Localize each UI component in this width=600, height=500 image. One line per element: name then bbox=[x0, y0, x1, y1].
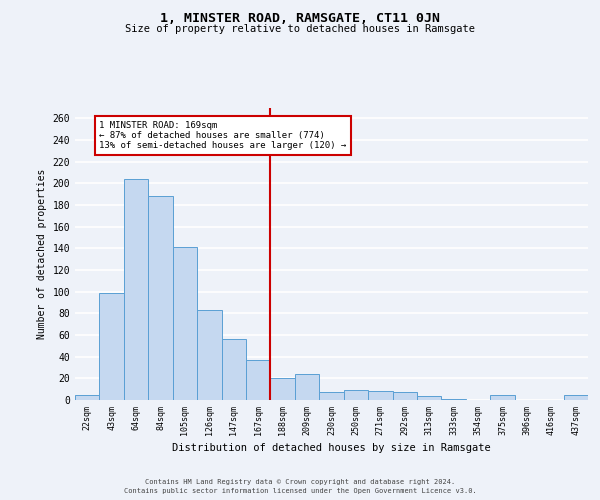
Bar bbox=[319, 392, 344, 400]
Bar bbox=[442, 399, 466, 400]
Bar bbox=[490, 394, 515, 400]
Bar bbox=[392, 392, 417, 400]
Text: 1, MINSTER ROAD, RAMSGATE, CT11 0JN: 1, MINSTER ROAD, RAMSGATE, CT11 0JN bbox=[160, 12, 440, 26]
Bar bbox=[100, 292, 124, 400]
Bar bbox=[344, 390, 368, 400]
Bar bbox=[75, 394, 100, 400]
Bar bbox=[197, 310, 221, 400]
Bar bbox=[295, 374, 319, 400]
Text: Size of property relative to detached houses in Ramsgate: Size of property relative to detached ho… bbox=[125, 24, 475, 34]
Text: Contains HM Land Registry data © Crown copyright and database right 2024.
Contai: Contains HM Land Registry data © Crown c… bbox=[124, 479, 476, 494]
Text: 1 MINSTER ROAD: 169sqm
← 87% of detached houses are smaller (774)
13% of semi-de: 1 MINSTER ROAD: 169sqm ← 87% of detached… bbox=[100, 120, 347, 150]
Bar bbox=[124, 179, 148, 400]
Bar bbox=[368, 392, 392, 400]
Bar bbox=[148, 196, 173, 400]
Bar bbox=[246, 360, 271, 400]
Bar bbox=[271, 378, 295, 400]
Bar bbox=[173, 247, 197, 400]
Y-axis label: Number of detached properties: Number of detached properties bbox=[37, 168, 47, 339]
Bar bbox=[417, 396, 442, 400]
Bar bbox=[563, 394, 588, 400]
X-axis label: Distribution of detached houses by size in Ramsgate: Distribution of detached houses by size … bbox=[172, 443, 491, 453]
Bar bbox=[221, 340, 246, 400]
